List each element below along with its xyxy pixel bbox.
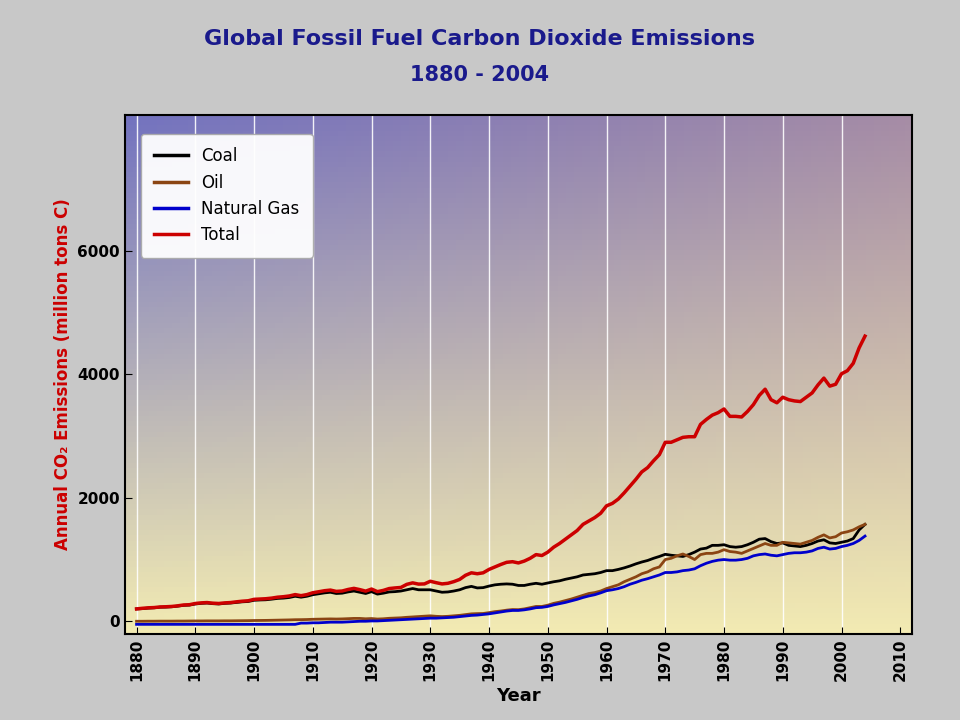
Total [742,407,754,415]
Natural Gas [131,620,142,629]
Natural Gas [583,592,594,600]
Oil [583,589,594,598]
Natural Gas [742,554,754,562]
Oil [812,533,824,541]
X-axis label: Year: Year [496,687,540,705]
Oil [131,617,142,626]
Line: Oil: Oil [136,524,865,621]
Natural Gas [759,549,771,558]
Text: Global Fossil Fuel Carbon Dioxide Emissions: Global Fossil Fuel Carbon Dioxide Emissi… [204,29,756,49]
Line: Total: Total [136,336,865,609]
Coal [859,520,871,528]
Coal [742,541,754,549]
Legend: Coal, Oil, Natural Gas, Total: Coal, Oil, Natural Gas, Total [141,134,313,258]
Coal [759,534,771,543]
Total [859,332,871,341]
Natural Gas [319,618,330,627]
Natural Gas [859,532,871,541]
Oil [301,615,313,624]
Y-axis label: Annual CO₂ Emissions (million tons C): Annual CO₂ Emissions (million tons C) [54,199,72,550]
Oil [319,615,330,624]
Natural Gas [301,618,313,627]
Coal [583,570,594,579]
Total [131,605,142,613]
Coal [319,588,330,597]
Total [319,586,330,595]
Coal [131,605,142,613]
Text: 1880 - 2004: 1880 - 2004 [411,65,549,85]
Natural Gas [812,544,824,553]
Total [812,381,824,390]
Oil [742,546,754,555]
Total [301,590,313,599]
Total [759,385,771,394]
Line: Natural Gas: Natural Gas [136,536,865,624]
Line: Coal: Coal [136,524,865,609]
Oil [759,539,771,548]
Coal [812,536,824,545]
Oil [859,520,871,528]
Coal [301,592,313,600]
Total [583,517,594,526]
